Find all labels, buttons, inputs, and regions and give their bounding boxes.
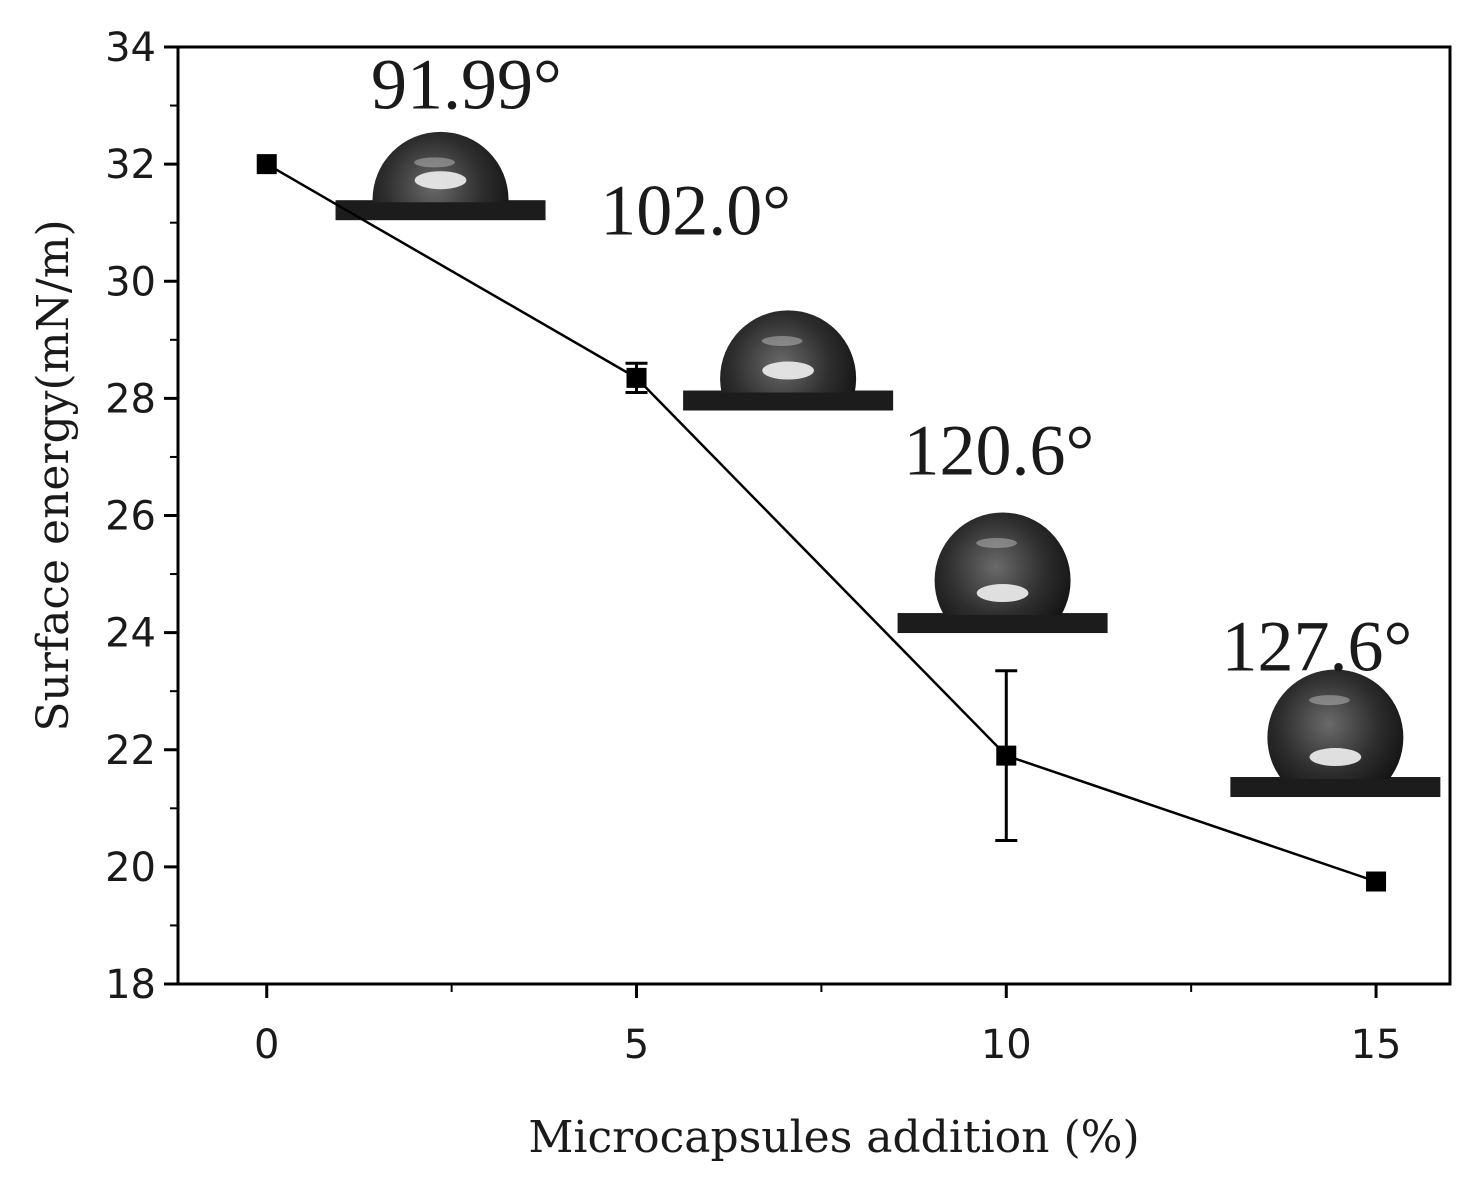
substrate bbox=[335, 200, 546, 221]
axis-labels: Microcapsules addition (%) Surface energy… bbox=[28, 219, 1140, 1163]
droplet bbox=[1267, 669, 1404, 780]
y-tick-label: 30 bbox=[105, 259, 156, 305]
substrate bbox=[897, 613, 1108, 634]
x-tick-label: 10 bbox=[981, 1022, 1032, 1068]
data-point bbox=[626, 367, 647, 388]
droplet-highlight bbox=[976, 584, 1029, 603]
y-tick-label: 18 bbox=[105, 962, 156, 1008]
contact-angle-label: 127.6° bbox=[1221, 607, 1412, 687]
plot-area bbox=[176, 45, 1452, 986]
series-line bbox=[266, 163, 1377, 883]
y-axis-label: Surface energy(mN/m) bbox=[28, 219, 79, 731]
x-tick-label: 0 bbox=[254, 1022, 279, 1068]
y-tick-label: 34 bbox=[105, 25, 156, 71]
y-tick-label: 22 bbox=[105, 728, 156, 774]
droplet-highlight bbox=[762, 361, 814, 380]
x-tick-label: 15 bbox=[1351, 1022, 1402, 1068]
angle-annotations: 91.99° 102.0° 120.6° 127.6° bbox=[371, 44, 1412, 686]
data-point bbox=[1366, 871, 1387, 892]
contact-angle-label: 120.6° bbox=[903, 411, 1094, 491]
droplet-image bbox=[683, 310, 894, 411]
droplet bbox=[934, 512, 1071, 616]
droplet bbox=[720, 310, 857, 393]
y-tick-label: 20 bbox=[105, 845, 156, 891]
data-line bbox=[266, 163, 1377, 883]
data-markers bbox=[256, 154, 1387, 892]
y-tick-label: 26 bbox=[105, 494, 156, 540]
x-axis-label: Microcapsules addition (%) bbox=[528, 1112, 1139, 1163]
y-tick-label: 24 bbox=[105, 611, 156, 657]
droplet-reflection bbox=[414, 157, 455, 168]
droplet-highlight bbox=[1309, 748, 1362, 767]
y-tick-label: 28 bbox=[105, 376, 156, 422]
droplet-reflection bbox=[1308, 695, 1350, 706]
contact-angle-label: 91.99° bbox=[371, 44, 562, 124]
droplet-image bbox=[897, 512, 1108, 634]
substrate bbox=[1230, 777, 1441, 798]
contact-angle-label: 102.0° bbox=[600, 170, 791, 250]
substrate bbox=[683, 390, 894, 411]
y-tick-label: 32 bbox=[105, 142, 156, 188]
droplet-reflection bbox=[761, 335, 803, 346]
ticks: 18 20 22 24 26 28 30 32 34 0 5 10 15 bbox=[105, 25, 1401, 1068]
data-point bbox=[996, 745, 1017, 766]
droplet-highlight bbox=[414, 171, 467, 190]
x-tick-label: 5 bbox=[624, 1022, 649, 1068]
droplet-reflection bbox=[976, 538, 1017, 549]
data-point bbox=[256, 154, 277, 175]
droplet-images bbox=[335, 131, 1441, 798]
droplet-image bbox=[335, 131, 546, 221]
droplet-image bbox=[1230, 669, 1441, 798]
